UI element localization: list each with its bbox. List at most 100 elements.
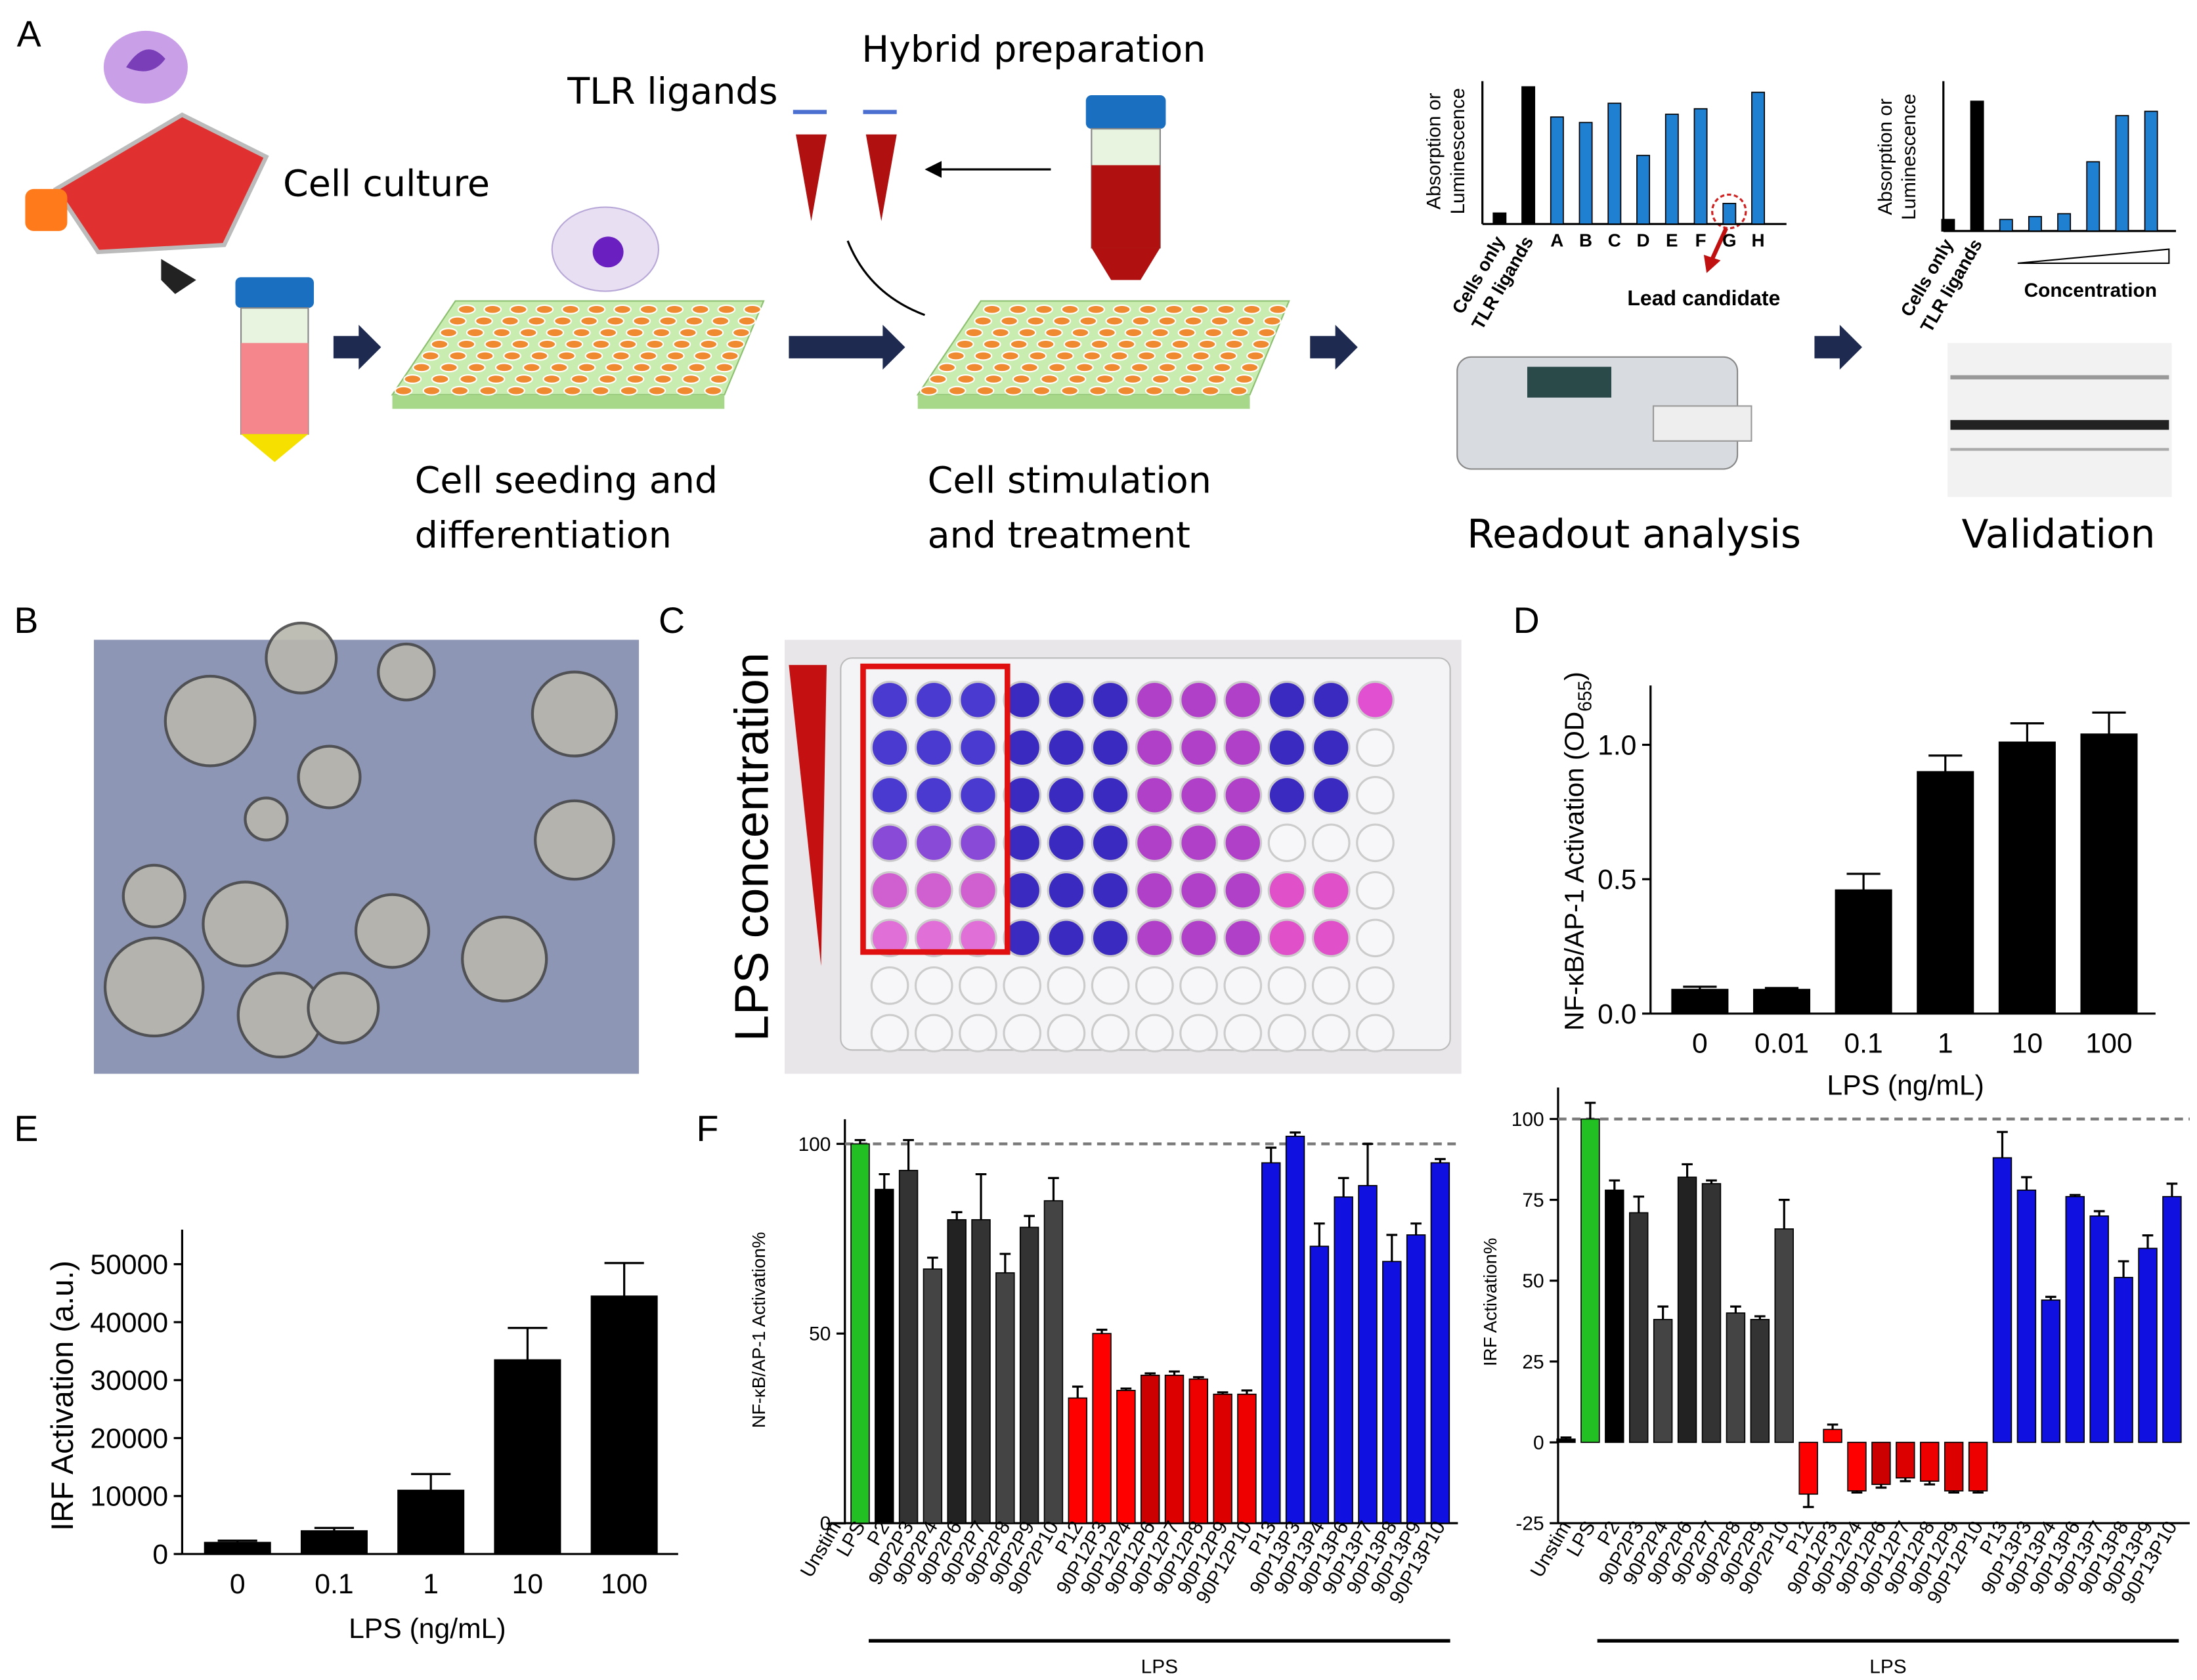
plate-well xyxy=(645,339,664,349)
plate-well xyxy=(459,374,477,384)
well xyxy=(1135,680,1174,720)
panel-letter: E xyxy=(14,1108,38,1149)
plate-well xyxy=(448,316,467,326)
plate-well xyxy=(717,304,736,314)
well xyxy=(1356,871,1395,910)
well-plate-photo: LPS concentration xyxy=(725,639,1462,1074)
macrophage-nucleus xyxy=(592,236,624,268)
well xyxy=(1179,1014,1218,1053)
y-axis-label-text: ) xyxy=(1559,672,1589,680)
bar xyxy=(1092,1333,1112,1524)
plate-well xyxy=(507,385,525,396)
plate-well xyxy=(599,328,618,338)
bar xyxy=(1671,989,1729,1014)
plate-well xyxy=(535,304,554,314)
bar xyxy=(1261,1162,1281,1524)
y-tick-label: 0 xyxy=(820,1513,831,1535)
bar xyxy=(2144,110,2158,232)
concentration-wedge xyxy=(2017,248,2170,264)
plate-well xyxy=(1179,374,1198,384)
group-label: LPS xyxy=(1869,1656,1906,1677)
plate-well xyxy=(965,328,984,338)
x-tick-label: 1 xyxy=(423,1568,439,1600)
well xyxy=(1047,728,1086,767)
panel-letter: B xyxy=(14,600,38,641)
arrow xyxy=(333,324,381,370)
well xyxy=(1047,823,1086,863)
plate-well xyxy=(1177,328,1196,338)
well xyxy=(1135,823,1174,863)
panel-letter: C xyxy=(659,600,685,641)
well xyxy=(1179,918,1218,958)
plate-well xyxy=(687,362,707,373)
bar xyxy=(1664,114,1679,225)
bar xyxy=(923,1268,943,1524)
well xyxy=(1267,966,1307,1005)
well xyxy=(914,871,953,910)
plate-well xyxy=(1210,316,1229,326)
well xyxy=(1356,775,1395,815)
tube-tip xyxy=(1091,248,1160,280)
plate-well xyxy=(1096,374,1114,384)
plate-well xyxy=(1018,328,1037,338)
arrow-head xyxy=(924,161,942,178)
well xyxy=(1091,871,1130,910)
plate-well xyxy=(1184,316,1203,326)
plate-well xyxy=(1040,374,1058,384)
plate-well xyxy=(431,374,450,384)
bar xyxy=(1847,1442,1867,1492)
plate-well xyxy=(974,351,993,361)
bar xyxy=(300,1530,368,1555)
well xyxy=(1135,871,1174,910)
plate-well xyxy=(709,374,728,384)
plate-well xyxy=(743,304,762,314)
plate-well xyxy=(1217,304,1235,314)
well xyxy=(1356,823,1395,863)
bar xyxy=(2080,733,2138,1014)
plate-well xyxy=(561,304,580,314)
cell-nucleus xyxy=(126,49,165,72)
bar xyxy=(1188,1378,1209,1524)
cell xyxy=(297,744,362,809)
plate-well xyxy=(592,339,611,349)
arrow xyxy=(1310,324,1358,370)
y-tick-label: 10000 xyxy=(90,1481,168,1513)
x-tick-label: 0.01 xyxy=(1754,1028,1809,1060)
plate-well xyxy=(612,351,630,361)
plate-well xyxy=(1087,304,1105,314)
well xyxy=(1091,1014,1130,1053)
tube-fill xyxy=(1091,165,1160,248)
plate-well xyxy=(1225,339,1244,349)
well xyxy=(1223,966,1263,1005)
bar xyxy=(1164,1374,1185,1524)
plate-well xyxy=(1158,362,1177,373)
plate-well xyxy=(584,351,603,361)
bar xyxy=(1213,1393,1232,1524)
plate-well xyxy=(448,351,468,361)
plate-well xyxy=(606,316,625,326)
plate-well xyxy=(1173,385,1192,396)
x-axis-label: Concentration xyxy=(2024,280,2157,301)
well xyxy=(1091,918,1130,958)
plate-edge xyxy=(917,395,1250,409)
highlight-box xyxy=(860,663,1011,955)
x-tick-label: C xyxy=(1608,230,1621,250)
plate-well xyxy=(1263,316,1282,326)
plate-well xyxy=(503,351,521,361)
cell xyxy=(461,915,548,1002)
y-axis-label-text: IRF Activation (a.u.) xyxy=(45,1260,79,1531)
plate-well xyxy=(976,385,995,396)
concentration-wedge xyxy=(789,664,827,966)
highlight-arrow xyxy=(1710,227,1728,260)
plate-well xyxy=(1246,351,1265,361)
label: Cell stimulation xyxy=(928,460,1211,502)
well xyxy=(1003,775,1042,815)
plate-well xyxy=(928,374,947,384)
cell xyxy=(121,863,186,928)
plate-well xyxy=(1257,328,1276,338)
y-axis-label: IRF Activation% xyxy=(1480,1238,1500,1366)
x-tick-label: H xyxy=(1752,230,1765,250)
plate-well xyxy=(1144,385,1164,396)
plate-well xyxy=(1028,351,1047,361)
plate-well xyxy=(403,374,422,384)
